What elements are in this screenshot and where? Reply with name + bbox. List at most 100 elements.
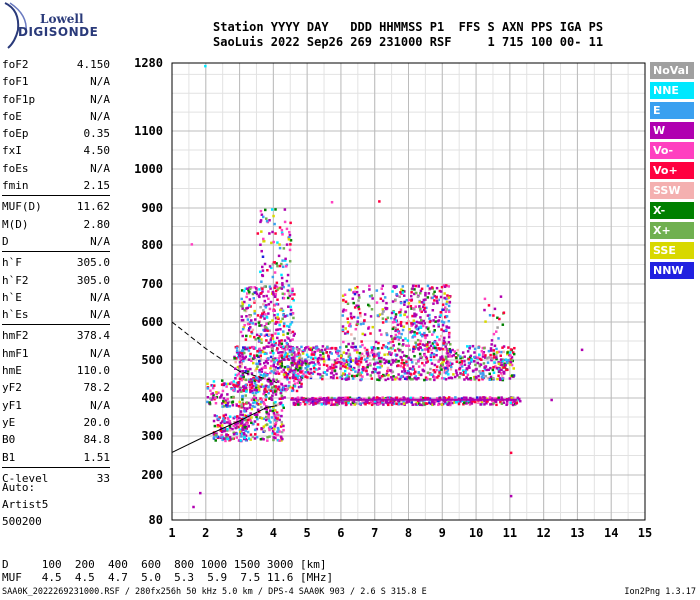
echo-pixel: [359, 314, 362, 318]
echo-pixel: [372, 396, 376, 400]
echo-pixel: [225, 405, 229, 408]
echo-pixel: [241, 398, 244, 401]
echo-pixel: [510, 374, 514, 377]
echo-pixel: [263, 262, 267, 266]
echo-pixel: [425, 344, 429, 348]
echo-pixel: [269, 367, 272, 370]
param-value: N/A: [90, 75, 110, 89]
echo-pixel: [255, 386, 258, 389]
o-trace-point: [381, 398, 384, 401]
echo-pixel: [502, 366, 505, 369]
echo-pixel: [292, 356, 295, 359]
echo-pixel: [414, 291, 418, 295]
echo-pixel: [407, 400, 411, 403]
echo-pixel: [285, 243, 289, 246]
echo-pixel: [253, 428, 257, 432]
param-value: N/A: [90, 346, 110, 360]
echo-pixel: [339, 396, 342, 400]
echo-pixel: [290, 293, 294, 296]
echo-pixel: [512, 367, 515, 370]
echo-pixel: [397, 332, 401, 335]
echo-pixel: [378, 402, 381, 406]
param-row: yF2 78.2: [2, 379, 110, 396]
echo-pixel: [433, 363, 437, 367]
echo-pixel: [282, 322, 286, 325]
echo-pixel: [248, 383, 252, 387]
legend-item: NoVal: [650, 62, 694, 79]
o-trace-point: [347, 398, 350, 401]
echo-pixel: [249, 412, 252, 415]
echo-pixel: [378, 376, 382, 380]
echo-pixel: [250, 319, 253, 322]
echo-pixel: [384, 378, 387, 382]
echo-pixel: [295, 365, 298, 369]
echo-pixel: [357, 371, 360, 374]
echo-pixel: [253, 437, 257, 440]
echo-pixel: [355, 351, 359, 354]
y-tick-label: 500: [141, 353, 163, 367]
echo-pixel: [260, 406, 263, 409]
echo-pixel: [243, 300, 246, 304]
echo-pixel: [402, 361, 406, 365]
echo-pixel: [417, 348, 421, 351]
legend-item: E: [650, 102, 694, 119]
y-tick-label: 200: [141, 468, 163, 482]
echo-pixel: [243, 323, 246, 327]
param-value: 11.62: [76, 200, 110, 214]
echo-pixel: [426, 327, 430, 331]
echo-pixel: [240, 419, 244, 422]
echo-pixel: [510, 359, 514, 362]
o-trace-point: [492, 398, 495, 401]
echo-pixel: [369, 332, 372, 335]
echo-pixel: [432, 402, 436, 406]
echo-pixel: [219, 421, 223, 425]
echo-pixel: [380, 346, 384, 350]
echo-pixel: [394, 337, 397, 340]
echo-pixel: [295, 347, 299, 351]
echo-pixel: [476, 361, 480, 365]
echo-pixel: [444, 328, 448, 332]
echo-pixel: [358, 396, 361, 400]
echo-pixel: [285, 314, 289, 317]
echo-pixel: [272, 240, 275, 244]
echo-pixel: [239, 439, 243, 442]
echo-pixel: [497, 362, 501, 366]
echo-pixel: [400, 332, 403, 336]
echo-pixel: [243, 409, 246, 413]
echo-pixel: [439, 314, 442, 317]
echo-pixel: [280, 414, 283, 418]
echo-pixel: [259, 402, 262, 406]
echo-pixel: [270, 208, 274, 211]
echo-pixel: [439, 290, 443, 293]
echo-pixel: [234, 360, 237, 364]
echo-pixel: [440, 328, 443, 331]
param-name: h`Es: [2, 308, 29, 322]
echo-pixel: [288, 294, 292, 298]
echo-pixel: [244, 434, 248, 437]
echo-pixel: [296, 354, 299, 358]
echo-pixel: [226, 421, 229, 424]
echo-pixel: [497, 374, 500, 377]
file-info-footer: SAA0K_2022269231000.RSF / 280fx256h 50 k…: [2, 587, 427, 597]
echo-pixel: [447, 333, 451, 336]
echo-pixel: [276, 303, 280, 306]
echo-pixel: [357, 304, 360, 308]
echo-pixel: [354, 327, 358, 331]
echo-pixel: [462, 396, 466, 399]
echo-pixel: [473, 355, 476, 359]
echo-pixel: [240, 289, 244, 292]
echo-pixel: [288, 376, 292, 380]
echo-pixel: [362, 355, 366, 358]
echo-pixel: [342, 351, 346, 354]
echo-pixel: [383, 361, 387, 365]
echo-pixel: [443, 296, 446, 300]
legend-item: SSE: [650, 242, 694, 259]
echo-pixel: [410, 322, 413, 325]
echo-pixel: [386, 366, 390, 370]
echo-pixel: [394, 353, 398, 356]
echo-pixel: [245, 315, 248, 318]
echo-pixel: [253, 309, 256, 313]
echo-pixel: [439, 356, 442, 359]
echo-pixel: [306, 345, 310, 349]
echo-pixel: [263, 304, 267, 307]
